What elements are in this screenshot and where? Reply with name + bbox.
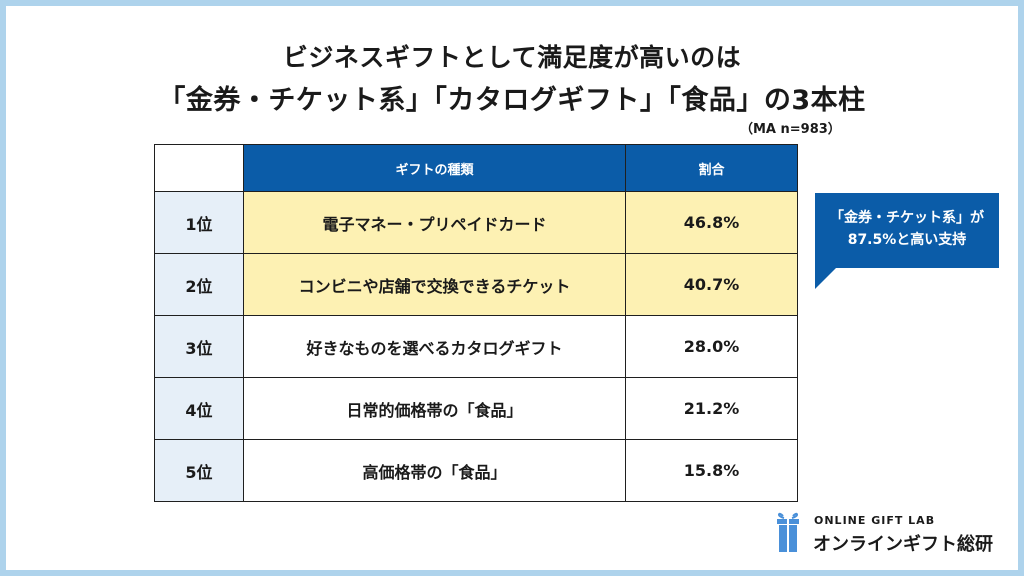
logo-text-jp: オンラインギフト総研 [813,534,993,555]
kind-cell: 電子マネー・プリペイドカード [243,191,626,254]
ranking-table: ギフトの種類 割合 1位 電子マネー・プリペイドカード 46.8% 2位 コンビ… [154,144,798,502]
ratio-cell: 21.2% [625,377,798,440]
kind-cell: 好きなものを選べるカタログギフト [243,315,626,378]
rank-cell: 1位 [154,191,244,254]
header-kind: ギフトの種類 [243,144,626,192]
kind-cell: 日常的価格帯の「食品」 [243,377,626,440]
sample-note: （MA n=983） [740,122,841,137]
table-row: 1位 電子マネー・プリペイドカード 46.8% [154,191,798,254]
table-row: 3位 好きなものを選べるカタログギフト 28.0% [154,315,798,378]
callout-line-1: 「金券・チケット系」が [830,210,984,226]
title-line-1: ビジネスギフトとして満足度が高いのは [282,43,742,72]
title-line-2: 「金券・チケット系」「カタログギフト」「食品」の3本柱 [158,85,866,116]
callout-box: 「金券・チケット系」が 87.5%と高い支持 [815,193,999,268]
kind-cell: 高価格帯の「食品」 [243,439,626,502]
header-ratio: 割合 [625,144,798,192]
rank-cell: 5位 [154,439,244,502]
callout-tail [815,267,837,289]
ratio-cell: 46.8% [625,191,798,254]
ratio-cell: 15.8% [625,439,798,502]
table-row: 2位 コンビニや店舗で交換できるチケット 40.7% [154,253,798,316]
gift-box-icon [777,512,799,552]
callout-line-2: 87.5%と高い支持 [847,232,967,248]
rank-cell: 3位 [154,315,244,378]
kind-cell: コンビニや店舗で交換できるチケット [243,253,626,316]
header-corner [154,144,244,192]
table-row: 4位 日常的価格帯の「食品」 21.2% [154,377,798,440]
ratio-cell: 40.7% [625,253,798,316]
rank-cell: 2位 [154,253,244,316]
logo-text-en: ONLINE GIFT LAB [814,514,936,527]
table-header-row: ギフトの種類 割合 [154,144,798,192]
rank-cell: 4位 [154,377,244,440]
table-row: 5位 高価格帯の「食品」 15.8% [154,439,798,502]
ratio-cell: 28.0% [625,315,798,378]
